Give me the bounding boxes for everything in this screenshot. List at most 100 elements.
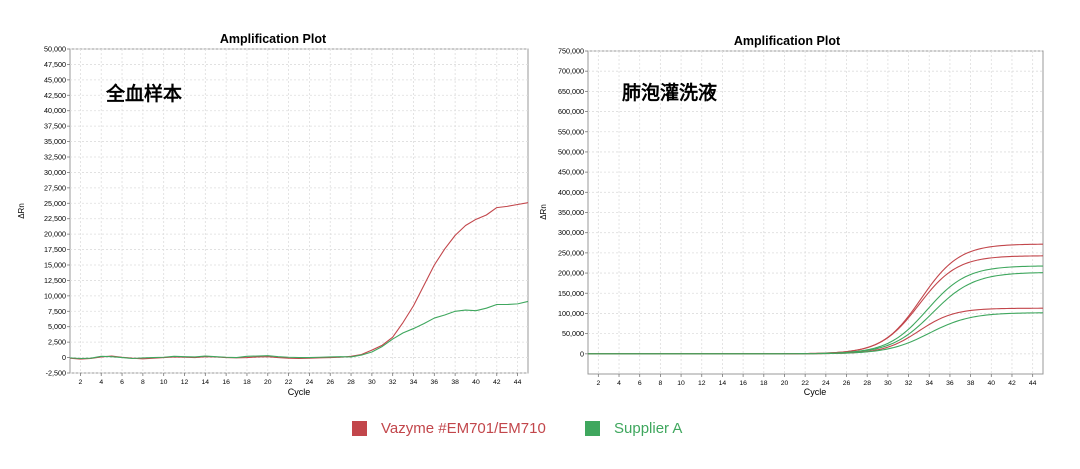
x-tick-label: 8 <box>658 380 662 387</box>
y-tick-label: 2,500 <box>48 338 66 347</box>
y-tick-label: 40,000 <box>44 106 66 115</box>
x-tick-label: 10 <box>677 380 685 387</box>
x-tick-label: 18 <box>760 380 768 387</box>
y-tick-label: 10,000 <box>44 291 66 300</box>
legend-item-supplier: Supplier A <box>585 420 682 437</box>
legend-label-supplier: Supplier A <box>614 420 683 437</box>
y-tick-label: 150,000 <box>558 289 584 298</box>
y-tick-label: -2,500 <box>46 369 66 378</box>
chart-annotation: 全血样本 <box>105 82 182 105</box>
y-tick-label: 600,000 <box>558 107 584 116</box>
x-tick-label: 38 <box>451 379 459 386</box>
y-tick-label: 650,000 <box>558 87 584 96</box>
y-tick-label: 50,000 <box>44 45 66 54</box>
y-tick-label: 300,000 <box>558 228 584 237</box>
x-tick-label: 20 <box>781 380 789 387</box>
x-tick-label: 24 <box>306 379 314 386</box>
grid-lines <box>67 48 528 376</box>
x-tick-label: 44 <box>514 379 522 386</box>
x-tick-label: 14 <box>202 379 210 386</box>
y-tick-label: 20,000 <box>44 230 66 239</box>
x-tick-label: 20 <box>264 379 272 386</box>
y-tick-label: 350,000 <box>558 208 584 217</box>
y-tick-label: 250,000 <box>558 248 584 257</box>
legend-swatch-vazyme <box>352 421 367 436</box>
y-tick-label: 27,500 <box>44 183 66 192</box>
chart-bronchoalveolar-lavage: Amplification Plot 0 50,000 100,000 150,000… <box>540 34 1044 397</box>
y-tick-label: 7,500 <box>48 307 66 316</box>
y-tick-label: 450,000 <box>558 168 584 177</box>
x-tick-label: 18 <box>243 379 251 386</box>
chart-title: Amplification Plot <box>220 32 327 46</box>
x-tick-label: 30 <box>368 379 376 386</box>
plot-area <box>587 50 1044 375</box>
x-tick-label: 2 <box>596 380 600 387</box>
x-tick-label: 36 <box>946 380 954 387</box>
y-tick-label: 30,000 <box>44 168 66 177</box>
series-line-supplier <box>69 300 529 360</box>
y-tick-label: 500,000 <box>558 147 584 156</box>
x-tick-label: 32 <box>905 380 913 387</box>
y-tick-label: 50,000 <box>562 329 584 338</box>
grid-lines <box>585 50 1043 377</box>
plot-area <box>69 48 529 374</box>
y-tick-label: 37,500 <box>44 122 66 131</box>
x-tick-label: 26 <box>326 379 334 386</box>
y-tick-label: 25,000 <box>44 199 66 208</box>
y-tick-labels: 0 50,000 100,000 150,000 200,000 250,000 300,0… <box>558 47 584 359</box>
y-tick-label: 17,500 <box>44 245 66 254</box>
x-tick-label: 32 <box>389 379 397 386</box>
series-line-supplier <box>588 312 1044 355</box>
x-tick-label: 12 <box>181 379 189 386</box>
x-tick-label: 26 <box>843 380 851 387</box>
x-tick-label: 12 <box>698 380 706 387</box>
y-tick-label: 35,000 <box>44 137 66 146</box>
x-tick-label: 30 <box>884 380 892 387</box>
y-tick-label: 550,000 <box>558 127 584 136</box>
x-tick-label: 28 <box>347 379 355 386</box>
data-series <box>588 243 1044 355</box>
y-tick-label: 400,000 <box>558 188 584 197</box>
y-tick-label: 700,000 <box>558 67 584 76</box>
y-tick-label: 0 <box>62 353 66 362</box>
chart-annotation: 肺泡灌洗液 <box>622 81 718 104</box>
y-tick-label: 42,500 <box>44 91 66 100</box>
data-series <box>69 202 529 360</box>
y-tick-label: 200,000 <box>558 269 584 278</box>
x-tick-label: 36 <box>431 379 439 386</box>
y-tick-label: 22,500 <box>44 214 66 223</box>
x-tick-label: 28 <box>863 380 871 387</box>
x-tick-label: 4 <box>617 380 621 387</box>
legend: Vazyme #EM701/EM710 Supplier A <box>0 420 1080 450</box>
y-tick-label: 100,000 <box>558 309 584 318</box>
x-axis-label: Cycle <box>804 387 827 397</box>
series-line-vazyme <box>69 202 529 360</box>
x-tick-label: 22 <box>801 380 809 387</box>
y-axis-label: ΔRn <box>540 204 548 220</box>
x-tick-label: 42 <box>493 379 501 386</box>
y-tick-label: 0 <box>580 349 584 358</box>
x-tick-label: 16 <box>739 380 747 387</box>
x-tick-label: 16 <box>222 379 230 386</box>
y-tick-label: 750,000 <box>558 47 584 56</box>
x-tick-labels: 2 4 6 8 10 12 14 16 18 20 22 24 26 28 30 32 34 36 38 40 42 44 <box>79 379 522 386</box>
x-tick-label: 42 <box>1008 380 1016 387</box>
y-tick-label: 32,500 <box>44 153 66 162</box>
x-tick-label: 10 <box>160 379 168 386</box>
y-tick-label: 12,500 <box>44 276 66 285</box>
x-tick-label: 38 <box>967 380 975 387</box>
x-tick-label: 14 <box>719 380 727 387</box>
x-tick-label: 44 <box>1029 380 1037 387</box>
x-tick-label: 40 <box>472 379 480 386</box>
x-tick-label: 24 <box>822 380 830 387</box>
x-tick-label: 34 <box>925 380 933 387</box>
x-tick-label: 6 <box>120 379 124 386</box>
y-tick-label: 45,000 <box>44 75 66 84</box>
chart-title: Amplification Plot <box>734 34 841 48</box>
chart-whole-blood: Amplification Plot -2,500 0 2,500 5,000 7,50… <box>17 32 529 397</box>
x-tick-label: 34 <box>410 379 418 386</box>
y-axis-label: ΔRn <box>17 203 26 219</box>
x-tick-label: 40 <box>988 380 996 387</box>
x-axis-label: Cycle <box>288 387 311 397</box>
x-tick-label: 8 <box>141 379 145 386</box>
